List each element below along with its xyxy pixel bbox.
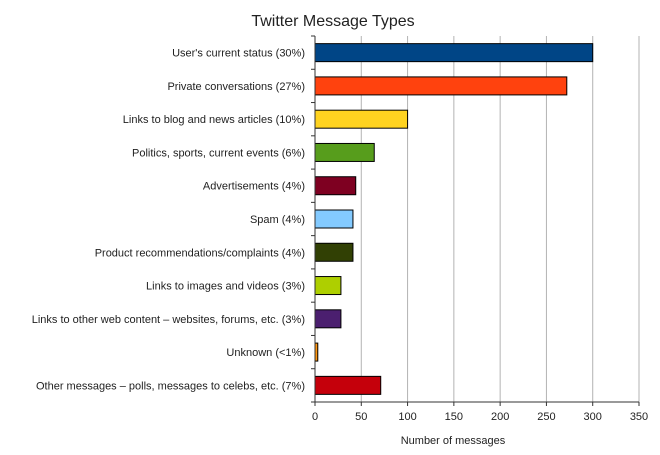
x-tick-label: 0 xyxy=(312,411,318,423)
x-tick-labels: 0 50 100 150 200 250 300 350 xyxy=(312,411,648,423)
bar xyxy=(314,76,568,96)
category-label: Advertisements (4%) xyxy=(203,181,305,193)
bar xyxy=(314,109,409,129)
category-label: Private conversations (27%) xyxy=(167,81,305,93)
axes xyxy=(311,35,640,406)
bar xyxy=(314,242,354,262)
x-tick-label: 50 xyxy=(355,411,367,423)
category-label: Spam (4%) xyxy=(250,214,305,226)
bar xyxy=(314,43,594,63)
x-tick-label: 100 xyxy=(398,411,416,423)
category-label: Links to other web content – websites, f… xyxy=(32,314,305,326)
bar xyxy=(314,309,342,329)
bar xyxy=(314,142,375,162)
category-labels: User's current status (30%) Private conve… xyxy=(32,48,305,393)
x-tick-label: 300 xyxy=(584,411,602,423)
x-tick-label: 250 xyxy=(537,411,555,423)
bars xyxy=(314,43,594,395)
bar xyxy=(314,276,342,296)
bar xyxy=(314,375,382,395)
category-label: User's current status (30%) xyxy=(172,48,305,60)
category-label: Other messages – polls, messages to cele… xyxy=(36,380,305,392)
x-tick-label: 350 xyxy=(630,411,648,423)
category-label: Links to images and videos (3%) xyxy=(146,281,305,293)
category-label: Politics, sports, current events (6%) xyxy=(132,147,305,159)
chart-title: Twitter Message Types xyxy=(251,13,414,30)
grid-lines xyxy=(360,36,640,402)
x-axis-label: Number of messages xyxy=(401,435,506,447)
bar xyxy=(314,176,357,196)
category-label: Links to blog and news articles (10%) xyxy=(123,114,305,126)
category-label: Product recommendations/complaints (4%) xyxy=(95,247,305,259)
x-tick-label: 150 xyxy=(445,411,463,423)
x-tick-label: 200 xyxy=(491,411,509,423)
category-label: Unknown (<1%) xyxy=(226,347,305,359)
bar xyxy=(314,209,354,229)
